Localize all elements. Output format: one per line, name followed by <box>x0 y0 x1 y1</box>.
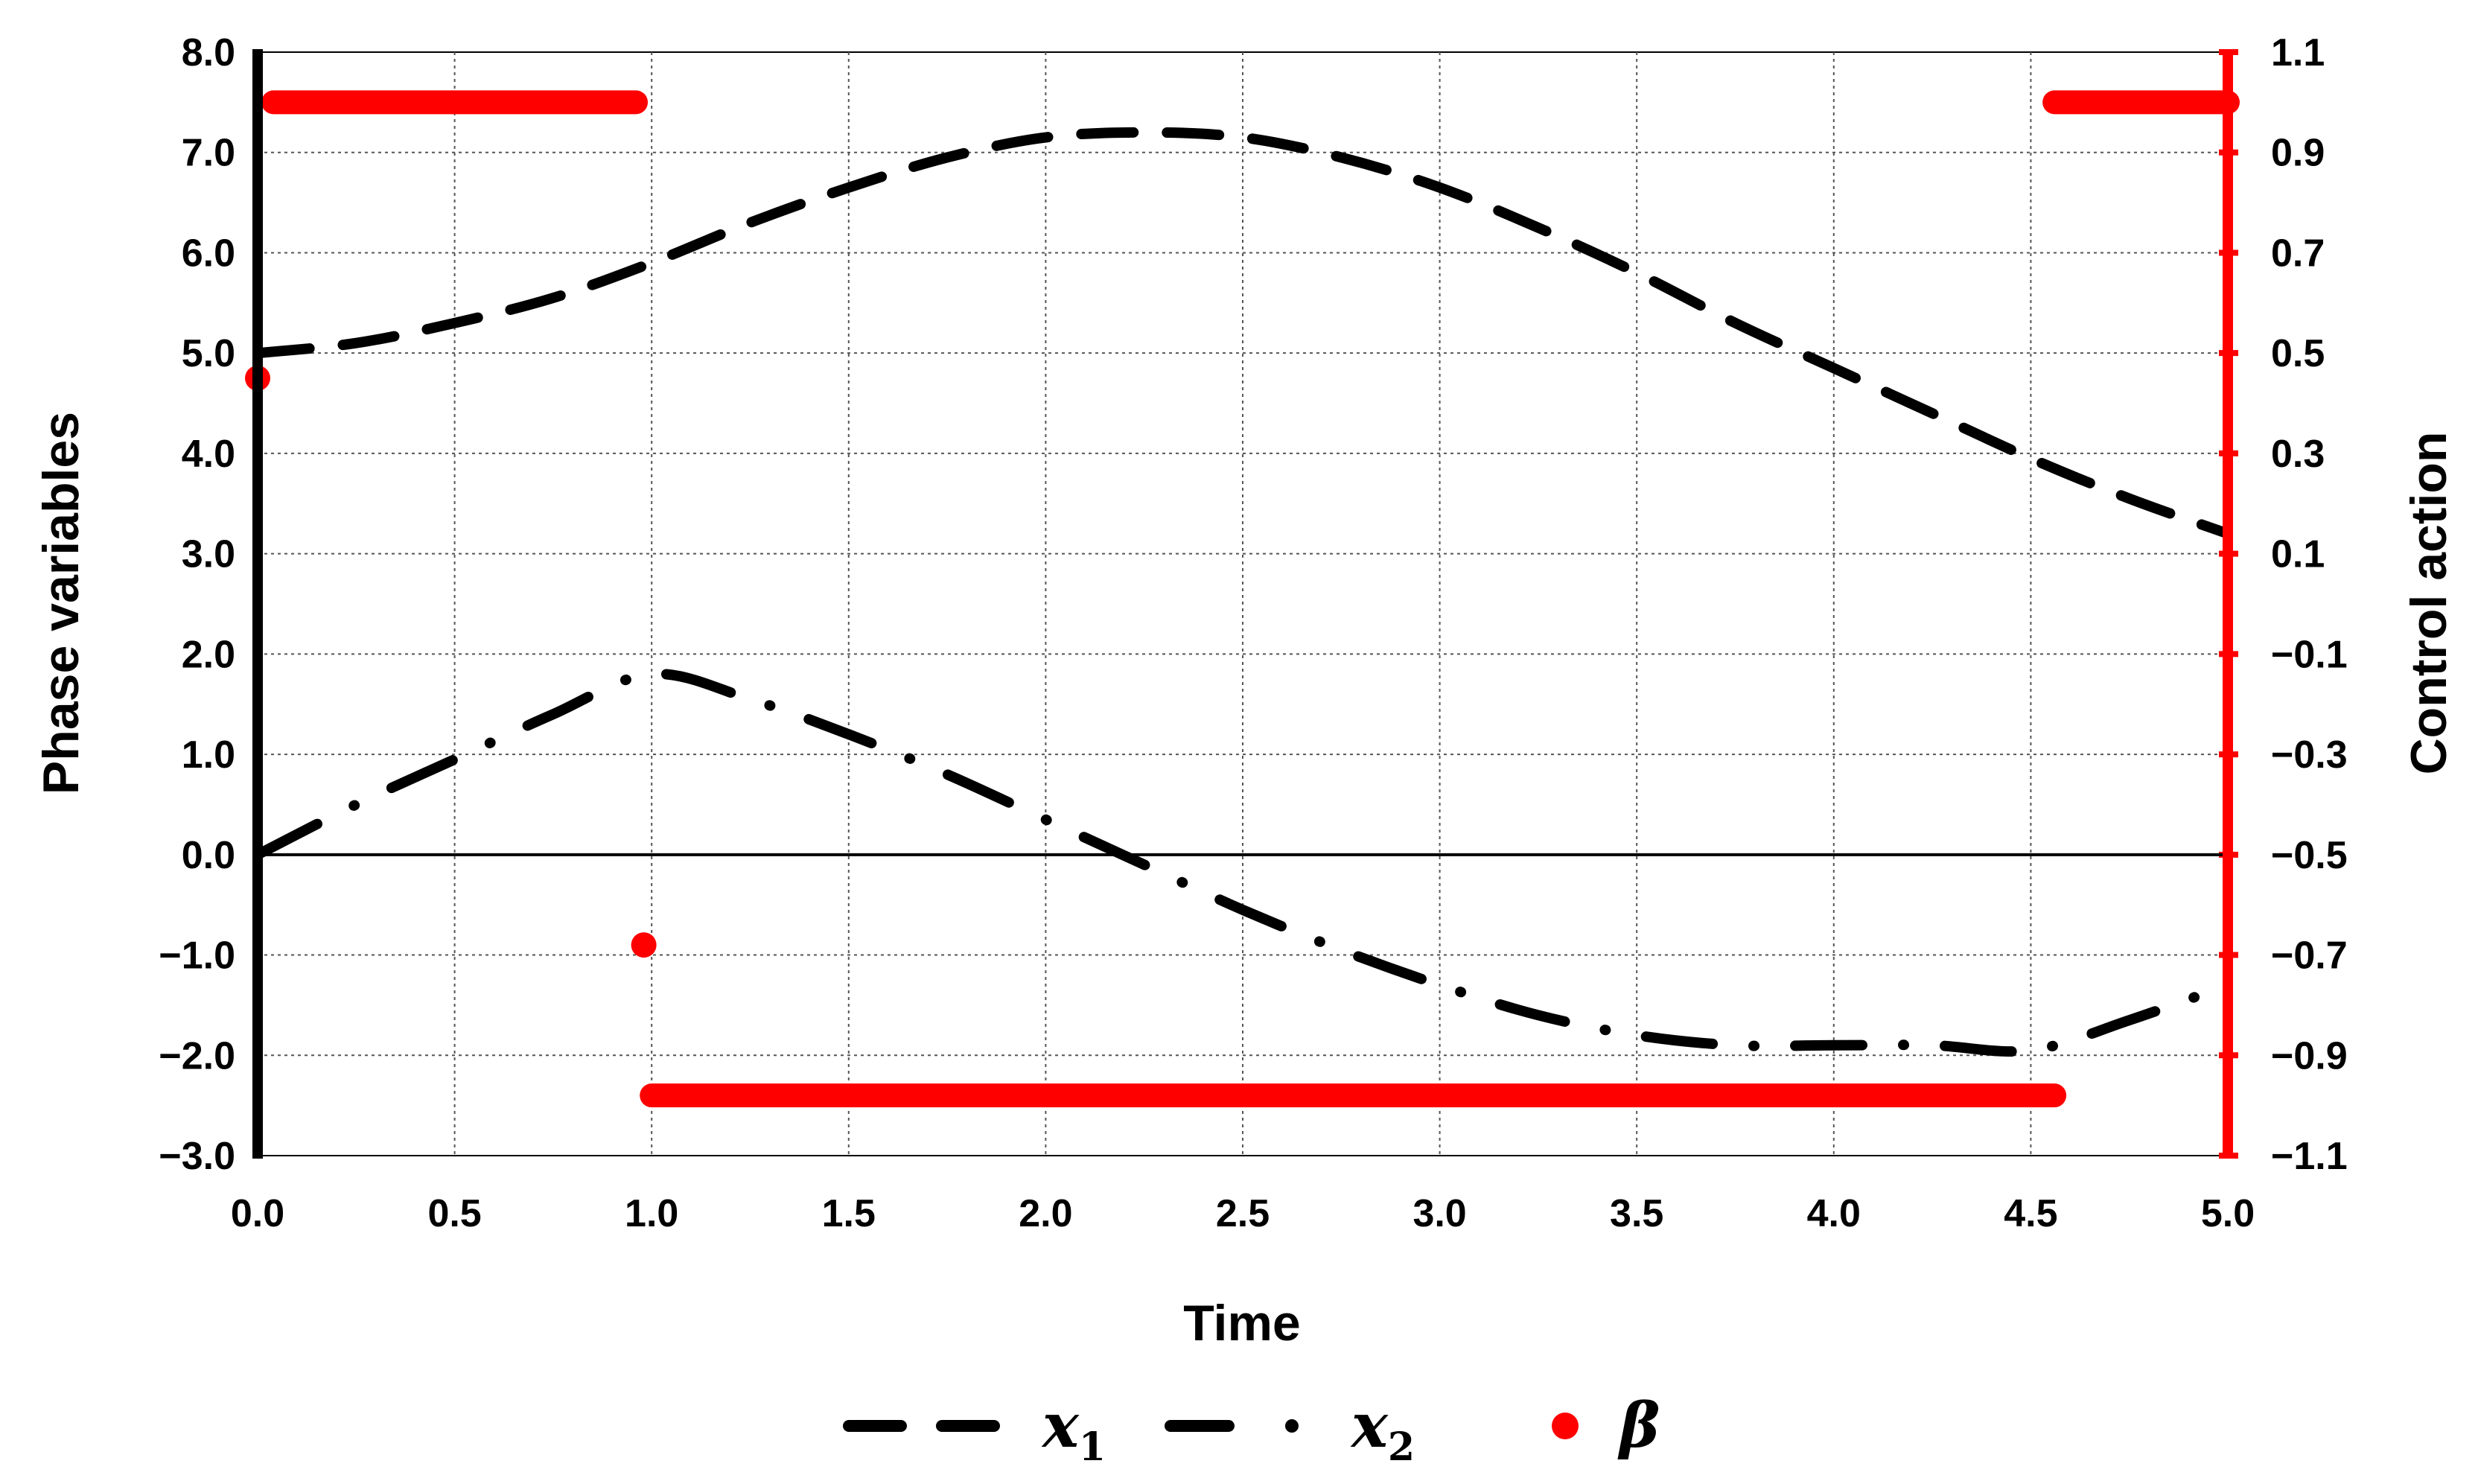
y-tick-label: −2.0 <box>159 1034 235 1077</box>
x-tick-label: 1.0 <box>625 1192 678 1235</box>
y-tick-label: 0.0 <box>182 834 235 877</box>
y2-tick-label: 0.5 <box>2271 332 2325 375</box>
x-tick-label: 1.5 <box>822 1192 876 1235</box>
legend-beta-label: β <box>1617 1390 1660 1462</box>
y2-axis-title: Control action <box>2401 432 2457 775</box>
y-tick-label: 4.0 <box>182 433 235 476</box>
y-tick-label: 7.0 <box>182 132 235 175</box>
beta-point <box>631 932 657 958</box>
y2-tick-label: −1.1 <box>2271 1135 2348 1178</box>
x-tick-label: 2.0 <box>1019 1192 1072 1235</box>
legend-x2-swatch-dot <box>1285 1419 1299 1433</box>
y-tick-label: −1.0 <box>159 934 235 978</box>
legend-beta-swatch <box>1552 1413 1579 1439</box>
x-tick-label: 4.5 <box>2004 1192 2057 1235</box>
x-tick-label: 5.0 <box>2201 1192 2255 1235</box>
tick-labels: 0.0 0.5 1.0 1.5 2.0 2.5 3.0 3.5 4.0 4.5 5.0 8.0 7.0 6… <box>159 31 2347 1235</box>
grid <box>257 51 2229 1156</box>
y2-tick-label: −0.5 <box>2271 834 2348 877</box>
x-tick-label: 3.5 <box>1610 1192 1663 1235</box>
legend-x2-label: x2 <box>1350 1390 1415 1470</box>
series-x2-line <box>252 669 2233 1057</box>
y2-tick-label: −0.1 <box>2271 633 2348 676</box>
y-tick-label: 6.0 <box>182 232 235 275</box>
y-axis-title: Phase variables <box>33 412 89 794</box>
x-tick-label: 2.5 <box>1216 1192 1270 1235</box>
y2-tick-label: 0.9 <box>2271 132 2325 175</box>
y2-tick-label: 1.1 <box>2271 31 2325 74</box>
y2-tick-label: 0.1 <box>2271 533 2325 576</box>
axes <box>252 49 2238 1159</box>
series-x1-line <box>252 127 2233 539</box>
y-tick-label: 8.0 <box>182 31 235 74</box>
y-tick-label: 3.0 <box>182 533 235 576</box>
y-tick-label: 2.0 <box>182 633 235 676</box>
x-tick-label: 0.0 <box>231 1192 284 1235</box>
x-tick-label: 0.5 <box>427 1192 481 1235</box>
y2-tick-label: −0.9 <box>2271 1034 2348 1077</box>
legend: x1 x2 β <box>843 1390 1660 1470</box>
y2-tick-label: −0.7 <box>2271 934 2348 978</box>
y-tick-label: 1.0 <box>182 733 235 777</box>
y2-tick-label: 0.3 <box>2271 433 2325 476</box>
x-tick-label: 3.0 <box>1412 1192 1466 1235</box>
x-axis-title: Time <box>1183 1295 1300 1351</box>
y-tick-label: −3.0 <box>159 1135 235 1178</box>
x-tick-label: 4.0 <box>1807 1192 1861 1235</box>
y-tick-label: 5.0 <box>182 332 235 375</box>
legend-x1-label: x1 <box>1041 1390 1106 1470</box>
y2-tick-label: −0.3 <box>2271 733 2348 777</box>
y2-tick-label: 0.7 <box>2271 232 2325 275</box>
series-layer <box>245 90 2240 1108</box>
